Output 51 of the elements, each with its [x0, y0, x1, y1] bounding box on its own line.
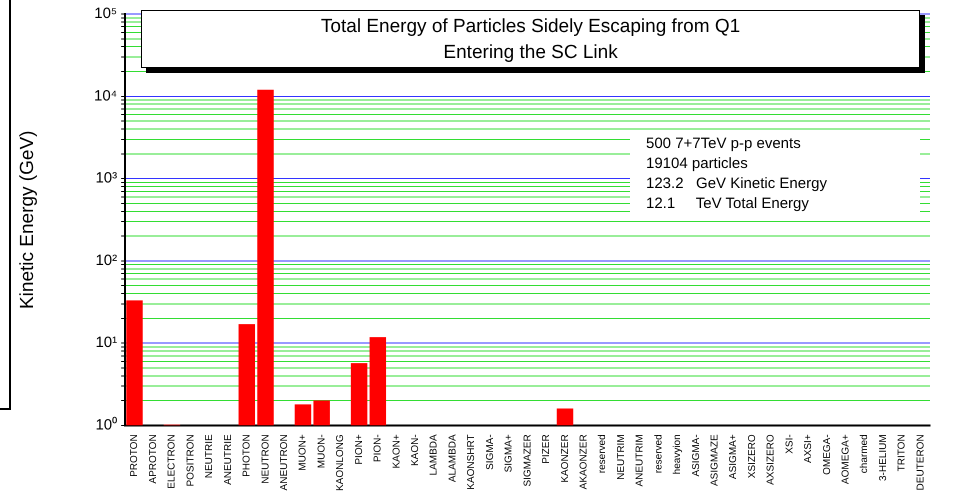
x-tick-label: KAONLONG [335, 434, 346, 492]
y-tick-label: 10⁴ [94, 87, 118, 104]
x-tick-label: NEUTRON [260, 434, 272, 484]
y-tick-label: 10² [95, 252, 118, 269]
x-tick-label: XSI- [784, 434, 796, 454]
x-tick-label: DEUTERON [915, 434, 926, 490]
x-tick-label: reserved [597, 434, 608, 474]
x-tick-label: OMEGA- [822, 434, 833, 475]
x-tick-label: MUON- [316, 434, 328, 468]
x-tick-label: MUON+ [298, 434, 309, 471]
x-tick-label: ELECTRON [166, 434, 178, 489]
x-tick-label: PION- [372, 434, 384, 462]
text: Kinetic Energy (GeV) [17, 130, 38, 312]
x-tick-label: 3-HELIUM [878, 434, 889, 482]
x-tick-label: KAON+ [391, 434, 402, 469]
x-tick-label: POSITRON [185, 434, 196, 487]
x-tick-label: LAMBDA [428, 434, 440, 476]
x-tick-label: PROTON [129, 434, 140, 477]
y-tick-label: 10¹ [95, 334, 118, 352]
x-tick-label: NEUTRIM [616, 434, 627, 480]
y-tick-label: 10³ [95, 170, 118, 187]
x-tick-label: KAONSHRT [466, 434, 478, 490]
x-tick-label: APROTON [148, 434, 159, 484]
x-tick-label: reserved [653, 434, 664, 474]
annotation: 500 7+7TeV p-p events 19104 particles 123.2 GeV Kinetic Energy 12.1 TeV Total Energy [646, 134, 828, 214]
x-tick-label: ANEUTRIE [222, 434, 234, 485]
x-tick-label: NEUTRIE [204, 434, 216, 478]
x-tick-label: ANEUTRIM [634, 434, 646, 487]
x-tick-label: ASIGMA- [690, 434, 702, 477]
x-tick-label: heavyion [672, 434, 684, 474]
x-tick-label: AKAONZER [578, 434, 590, 490]
x-tick-label: SIGMAZER [522, 434, 534, 487]
x-tick-label: ALAMBDA [447, 434, 458, 482]
x-tick-label: ANEUTRON [278, 434, 290, 490]
x-tick-label: PHOTON [242, 434, 253, 477]
x-tick-label: SIGMA- [484, 434, 496, 470]
x-tick-label: TRITON [896, 434, 908, 472]
x-tick-label: AXSI+ [803, 434, 814, 463]
x-tick-label: PIZER [541, 434, 552, 464]
x-tick-label: ASIGMAZE [709, 434, 720, 486]
y-tick-label: 10⁰ [95, 416, 118, 434]
x-tick-label: charmed [859, 434, 870, 474]
x-tick-label: PION+ [354, 434, 365, 465]
x-tick-label: ASIGMA+ [728, 434, 740, 480]
x-tick-label: KAONZER [560, 434, 571, 483]
x-tick-label: AXSIZERO [766, 434, 777, 485]
x-tick-label: SIGMA+ [504, 434, 515, 472]
x-tick-label: KAON- [410, 434, 422, 466]
x-tick-label: AOMEGA+ [840, 434, 852, 484]
x-tick-label: XSIZERO [746, 434, 758, 478]
y-tick-label: 10⁵ [94, 5, 118, 22]
